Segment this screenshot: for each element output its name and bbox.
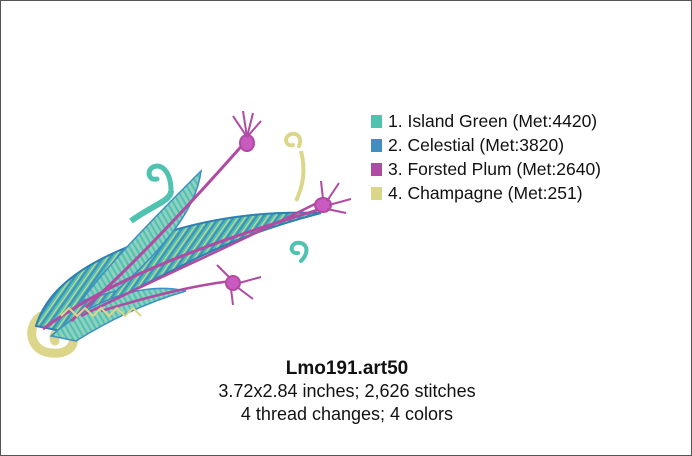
thread-color-legend: 1. Island Green (Met:4420) 2. Celestial … bbox=[371, 109, 601, 205]
legend-item: 4. Champagne (Met:251) bbox=[371, 181, 601, 205]
legend-item: 2. Celestial (Met:3820) bbox=[371, 133, 601, 157]
legend-label: 3. Forsted Plum (Met:2640) bbox=[388, 158, 601, 179]
legend-item: 3. Forsted Plum (Met:2640) bbox=[371, 157, 601, 181]
color-swatch bbox=[371, 114, 382, 128]
color-swatch bbox=[371, 138, 382, 152]
embroidery-design-image bbox=[27, 110, 351, 358]
legend-label: 2. Celestial (Met:3820) bbox=[388, 134, 565, 155]
color-swatch bbox=[371, 186, 382, 200]
design-info: Lmo191.art50 3.72x2.84 inches; 2,626 sti… bbox=[1, 358, 692, 426]
design-colors-line: 4 thread changes; 4 colors bbox=[240, 404, 454, 424]
legend-label: 1. Island Green (Met:4420) bbox=[388, 110, 598, 131]
color-swatch bbox=[371, 162, 382, 176]
design-size-line: 3.72x2.84 inches; 2,626 stitches bbox=[218, 381, 476, 401]
design-title: Lmo191.art50 bbox=[285, 358, 409, 379]
legend-label: 4. Champagne (Met:251) bbox=[388, 182, 583, 203]
legend-item: 1. Island Green (Met:4420) bbox=[371, 109, 601, 133]
